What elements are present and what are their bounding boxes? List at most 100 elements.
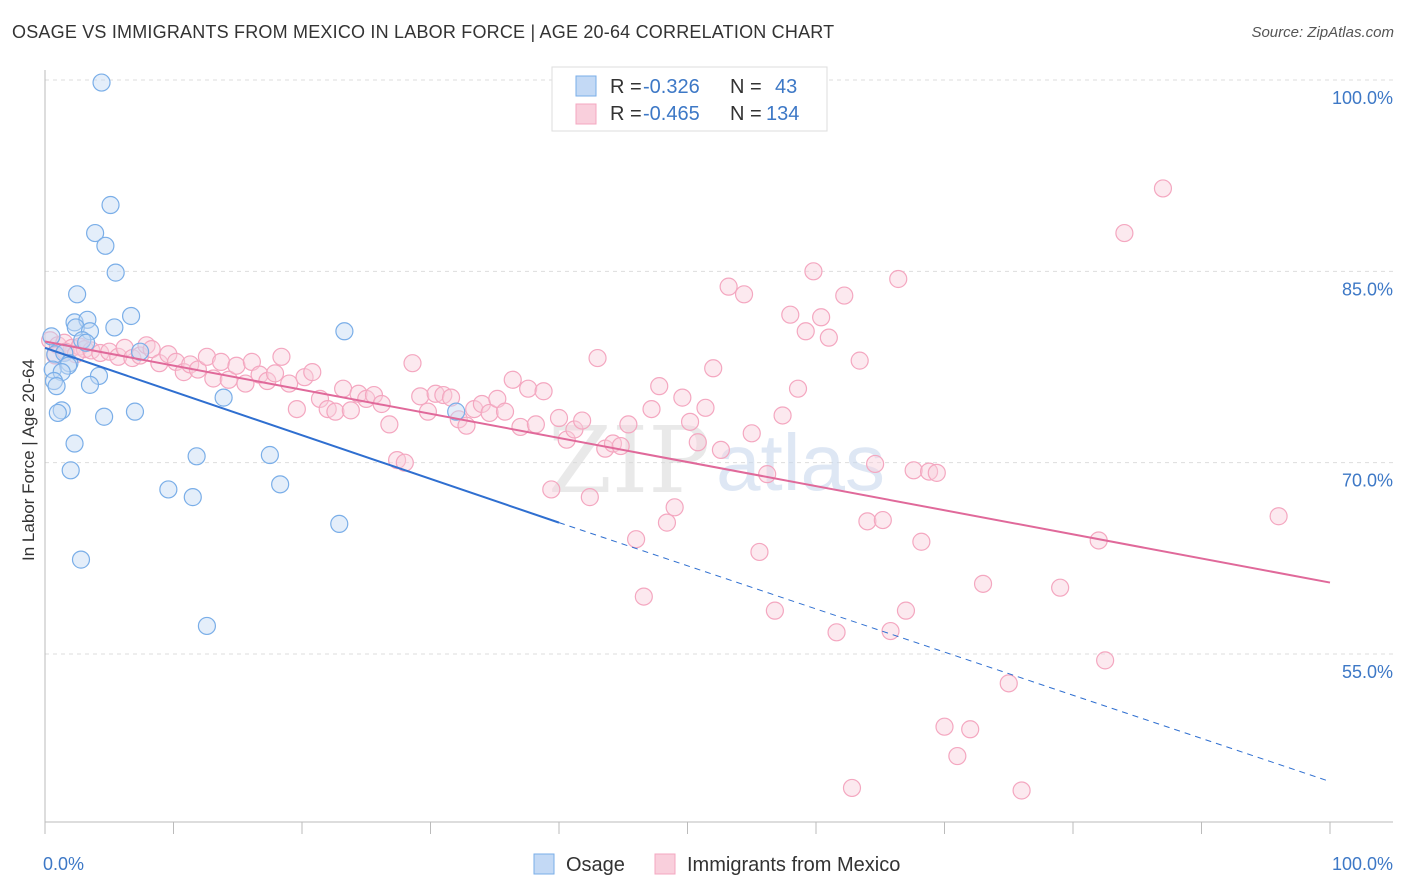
legend-r-value-1: -0.326 (643, 76, 700, 98)
osage-point-41 (71, 550, 91, 569)
osage-point-40 (330, 514, 349, 533)
mexico-point-78 (611, 436, 630, 456)
legend-n-value-2: 134 (766, 103, 799, 125)
mexico-point-19 (159, 345, 178, 364)
mexico-point-85 (665, 498, 684, 517)
mexico-point-24 (197, 347, 217, 366)
mexico-point-105 (819, 328, 838, 347)
mexico-point-129 (1115, 223, 1134, 243)
mexico-point-122 (961, 720, 980, 739)
y-tick-label-3: 55.0% (1342, 662, 1393, 682)
bottom-legend: Osage Immigrants from Mexico (533, 853, 900, 876)
y-tick-label-0: 100.0% (1332, 88, 1393, 108)
mexico-point-120 (935, 717, 954, 736)
mexico-point-100 (781, 305, 800, 324)
mexico-point-106 (827, 623, 846, 642)
tick-labels: 100.0% 85.0% 70.0% 55.0% 0.0% 100.0% (43, 88, 1393, 874)
mexico-point-118 (919, 462, 939, 481)
osage-point-27 (214, 388, 233, 407)
legend-swatch-mexico (575, 103, 597, 125)
mexico-point-63 (495, 402, 515, 421)
osage-point-37 (159, 480, 178, 499)
mexico-point-94 (734, 285, 754, 304)
mexico-point-116 (904, 461, 923, 480)
mexico-point-103 (804, 262, 823, 281)
mexico-trend-line (44, 340, 1331, 584)
mexico-point-67 (526, 415, 545, 434)
mexico-point-95 (742, 424, 761, 443)
mexico-point-115 (896, 601, 916, 620)
series-osage (42, 73, 466, 636)
mexico-point-112 (873, 510, 892, 530)
osage-point-29 (48, 403, 67, 423)
mexico-point-65 (511, 417, 530, 437)
osage-point-25 (47, 377, 66, 396)
mexico-point-102 (796, 322, 815, 341)
y-tick-label-1: 85.0% (1342, 279, 1393, 299)
osage-point-0 (92, 73, 111, 92)
mexico-point-101 (788, 379, 808, 398)
mexico-point-125 (1012, 781, 1031, 800)
legend-n-label-2: N = (730, 103, 762, 125)
osage-point-11 (121, 306, 141, 326)
osage-point-34 (187, 447, 206, 466)
osage-point-4 (106, 263, 125, 282)
mexico-point-87 (680, 412, 700, 431)
mexico-point-80 (626, 530, 646, 549)
mexico-point-74 (580, 488, 599, 507)
osage-point-3 (96, 236, 115, 255)
osage-point-12 (335, 322, 354, 341)
osage-point-10 (105, 318, 124, 337)
mexico-point-26 (211, 352, 231, 371)
mexico-point-121 (948, 746, 967, 766)
osage-point-31 (125, 402, 145, 421)
legend-n-value-1: 43 (775, 76, 797, 98)
x-tick-label-1: 100.0% (1332, 854, 1393, 874)
osage-point-2 (86, 223, 105, 243)
mexico-point-17 (142, 340, 161, 359)
mexico-point-41 (326, 402, 345, 421)
mexico-point-56 (441, 388, 461, 407)
mexico-point-113 (881, 621, 900, 641)
legend-swatch-osage (575, 75, 597, 97)
bottom-legend-swatch-osage (533, 853, 555, 875)
mexico-point-128 (1096, 651, 1115, 670)
mexico-point-70 (549, 408, 569, 428)
osage-trend-extension (558, 522, 1331, 783)
legend-r-value-2: -0.465 (643, 103, 700, 125)
mexico-point-98 (765, 601, 784, 620)
osage-point-35 (260, 445, 279, 465)
mexico-point-111 (866, 454, 885, 474)
mexico-point-52 (411, 387, 430, 406)
mexico-point-97 (758, 465, 777, 484)
mexico-point-131 (1269, 507, 1288, 526)
osage-point-15 (77, 333, 96, 352)
mexico-point-119 (927, 463, 946, 482)
x-tick-label-0: 0.0% (43, 854, 84, 874)
mexico-point-34 (272, 347, 291, 366)
osage-point-36 (61, 461, 80, 480)
osage-point-24 (44, 371, 64, 391)
mexico-point-33 (265, 364, 285, 383)
mexico-point-110 (858, 512, 877, 531)
osage-point-33 (65, 434, 84, 453)
mexico-point-69 (542, 480, 561, 499)
mexico-point-61 (480, 403, 499, 423)
mexico-point-124 (999, 674, 1018, 693)
mexico-point-64 (503, 370, 522, 389)
mexico-point-66 (519, 379, 538, 398)
mexico-point-99 (773, 406, 792, 425)
legend-n-label-1: N = (730, 76, 762, 98)
mexico-point-54 (426, 384, 445, 403)
mexico-point-123 (973, 574, 993, 593)
mexico-point-89 (696, 398, 715, 417)
legend-box (551, 66, 828, 132)
mexico-point-82 (642, 399, 661, 419)
osage-point-5 (68, 285, 87, 304)
y-tick-label-2: 70.0% (1342, 471, 1393, 491)
bottom-legend-swatch-mexico (654, 853, 676, 875)
osage-point-13 (42, 327, 61, 346)
osage-point-39 (271, 475, 290, 494)
osage-point-1 (101, 195, 120, 215)
